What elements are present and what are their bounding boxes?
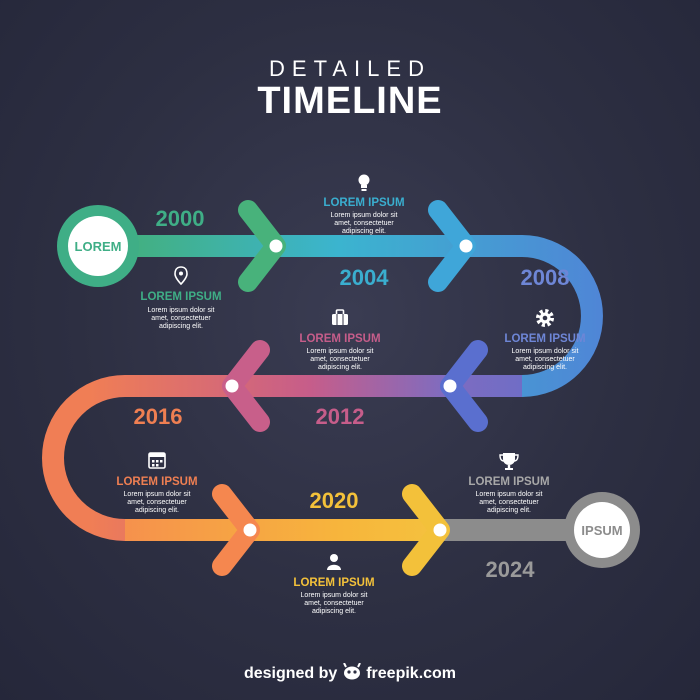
milestone-2000-info: LOREM IPSUM Lorem ipsum dolor sit amet, … — [140, 266, 222, 330]
footer-prefix: designed by — [243, 665, 338, 682]
junction-dots — [222, 236, 476, 540]
title-line-2: TIMELINE — [257, 80, 443, 122]
map-pin-icon — [174, 266, 188, 286]
milestone-2004-text-2: amet, consectetuer — [334, 220, 394, 227]
milestone-2012-info: LOREM IPSUM Lorem ipsum dolor sit amet, … — [299, 309, 381, 371]
milestone-2004-label: LOREM IPSUM — [323, 197, 404, 209]
milestone-2008-text-1: Lorem ipsum dolor sit — [512, 348, 579, 355]
year-2024: 2024 — [486, 557, 536, 582]
end-label: IPSUM — [581, 523, 622, 538]
milestone-2004-text-1: Lorem ipsum dolor sit — [331, 212, 398, 219]
milestone-2004-text-3: adipiscing elit. — [342, 228, 386, 235]
milestone-2024-text-3: adipiscing elit. — [487, 507, 531, 514]
milestone-2016-label: LOREM IPSUM — [116, 476, 197, 488]
milestone-2020-text-1: Lorem ipsum dolor sit — [301, 592, 368, 599]
milestone-2020-info: LOREM IPSUM Lorem ipsum dolor sit amet, … — [293, 554, 375, 615]
milestone-2008-label: LOREM IPSUM — [504, 333, 585, 345]
milestone-2000-text-3: adipiscing elit. — [159, 323, 203, 330]
milestone-2024-text-1: Lorem ipsum dolor sit — [476, 491, 543, 498]
gear-icon — [536, 309, 554, 327]
year-2004: 2004 — [340, 265, 390, 290]
year-2020: 2020 — [310, 488, 359, 513]
milestone-2000-text-2: amet, consectetuer — [151, 315, 211, 322]
milestone-2024-text-2: amet, consectetuer — [479, 499, 539, 506]
end-node: IPSUM — [564, 492, 640, 568]
milestone-2016-text-1: Lorem ipsum dolor sit — [124, 491, 191, 498]
milestone-2008-info: LOREM IPSUM Lorem ipsum dolor sit amet, … — [504, 309, 586, 371]
milestone-2016-text-2: amet, consectetuer — [127, 499, 187, 506]
milestone-2008-text-2: amet, consectetuer — [515, 356, 575, 363]
milestone-2000-label: LOREM IPSUM — [140, 291, 221, 303]
lightbulb-icon — [358, 174, 370, 191]
trophy-icon — [499, 453, 519, 470]
milestone-2020-label: LOREM IPSUM — [293, 577, 374, 589]
milestone-2016-info: LOREM IPSUM Lorem ipsum dolor sit amet, … — [116, 452, 198, 514]
person-icon — [327, 554, 341, 570]
briefcase-icon — [332, 309, 348, 325]
footer-credit: designed by freepik.com — [0, 662, 700, 686]
year-2008: 2008 — [521, 265, 570, 290]
milestone-2012-label: LOREM IPSUM — [299, 333, 380, 345]
milestone-2020-text-3: adipiscing elit. — [312, 608, 356, 615]
milestone-2016-text-3: adipiscing elit. — [135, 507, 179, 514]
milestone-2020-text-2: amet, consectetuer — [304, 600, 364, 607]
milestone-2000-text-1: Lorem ipsum dolor sit — [148, 307, 215, 314]
calendar-icon — [148, 452, 166, 469]
milestone-2008-text-3: adipiscing elit. — [523, 364, 567, 371]
milestone-2012-text-2: amet, consectetuer — [310, 356, 370, 363]
start-label: LOREM — [75, 239, 122, 254]
milestone-2004-info: LOREM IPSUM Lorem ipsum dolor sit amet, … — [323, 174, 405, 235]
start-node: LOREM — [57, 205, 139, 287]
milestone-2024-label: LOREM IPSUM — [468, 476, 549, 488]
year-2012: 2012 — [316, 404, 365, 429]
year-2016: 2016 — [134, 404, 183, 429]
timeline-path-middle — [42, 375, 522, 541]
footer-brand: freepik.com — [366, 665, 457, 682]
milestone-2024-info: LOREM IPSUM Lorem ipsum dolor sit amet, … — [468, 453, 550, 514]
timeline-path-top — [125, 235, 603, 397]
freepik-logo-icon — [342, 662, 362, 686]
title-line-1: DETAILED — [269, 56, 431, 81]
year-2000: 2000 — [156, 206, 205, 231]
milestone-2012-text-1: Lorem ipsum dolor sit — [307, 348, 374, 355]
milestone-2012-text-3: adipiscing elit. — [318, 364, 362, 371]
